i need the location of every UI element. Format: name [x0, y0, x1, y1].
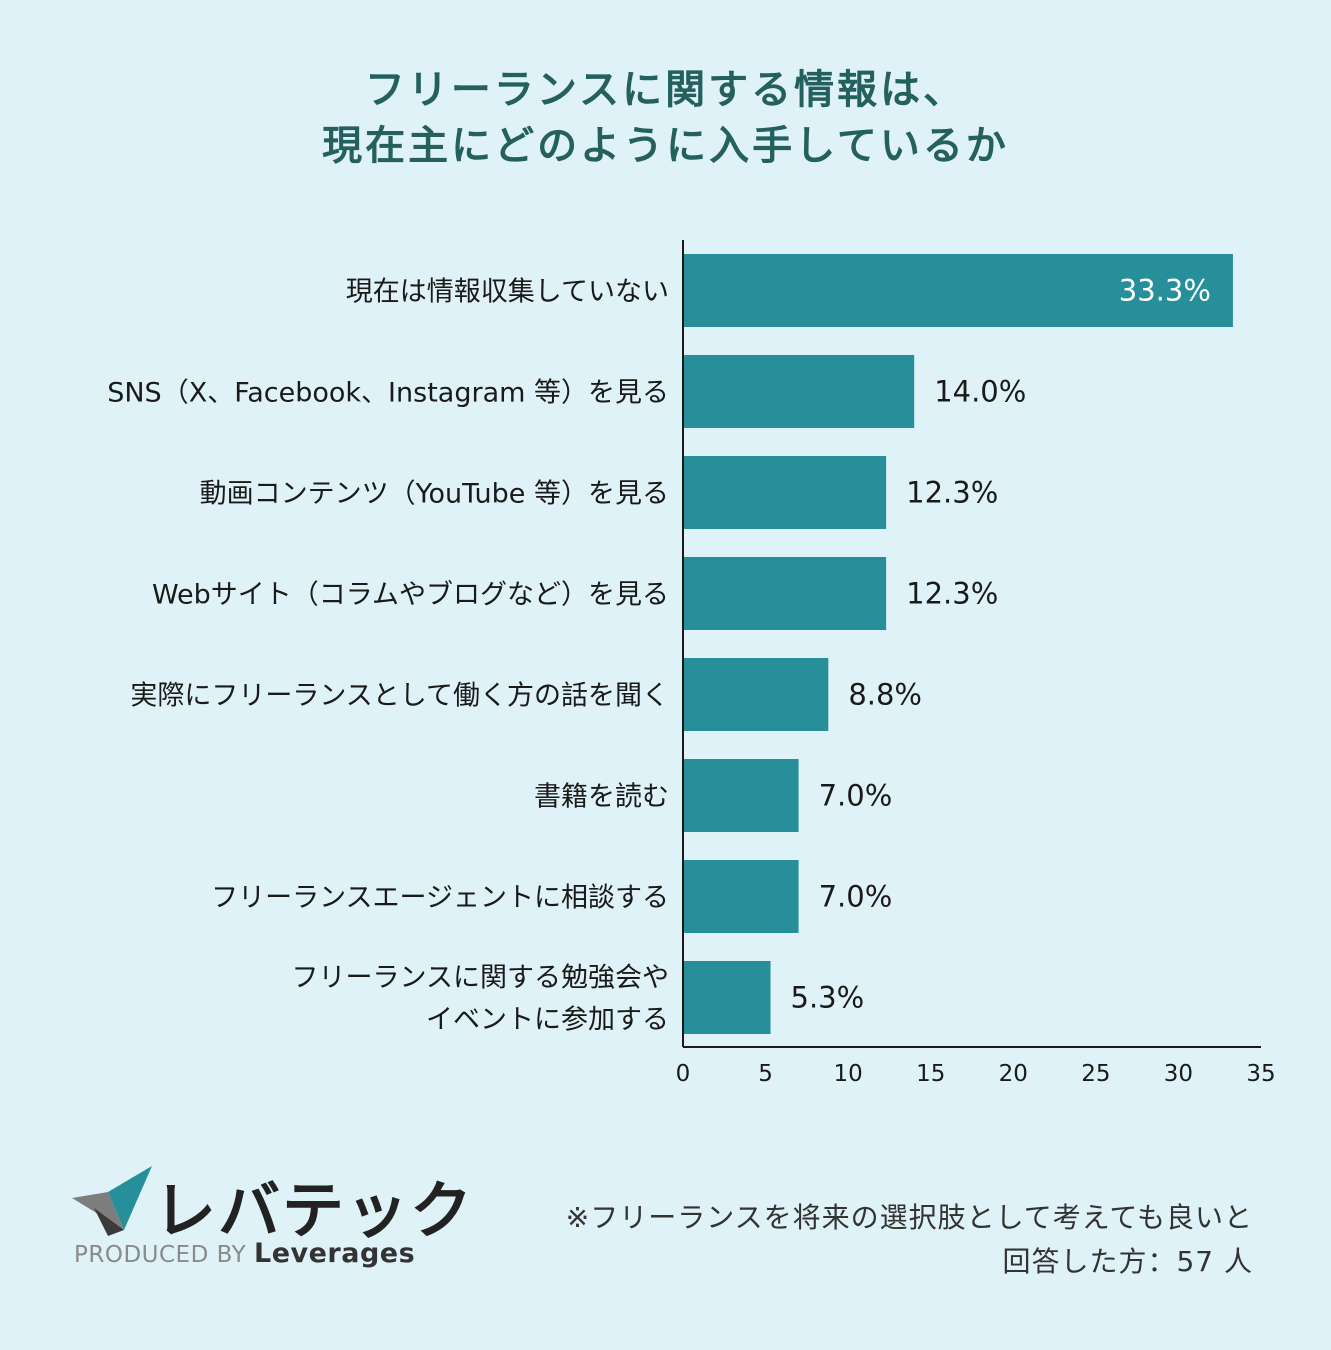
- x-tick-label-7: 35: [1246, 1061, 1275, 1087]
- value-label-5: 7.0%: [819, 779, 893, 813]
- value-label-6: 7.0%: [819, 880, 893, 914]
- footnote-line2: 回答した方：57 人: [1002, 1245, 1253, 1278]
- bar-6: [683, 860, 799, 933]
- bar-chart: 33.3% 現在は情報収集していない 14.0% SNS（X、Facebook、Ins…: [107, 240, 1276, 1087]
- category-label-0: 現在は情報収集していない: [346, 277, 669, 308]
- x-tick-label-5: 25: [1081, 1061, 1110, 1087]
- category-label-1: SNS（X、Facebook、Instagram 等）を見る: [107, 378, 669, 409]
- category-label-7-0: フリーランスに関する勉強会や: [292, 963, 669, 994]
- produced-by-brand: Leverages: [254, 1238, 416, 1269]
- logo-wordmark: レバテック: [154, 1174, 475, 1247]
- category-label-5: 書籍を読む: [534, 782, 669, 813]
- footnote-line1: ※フリーランスを将来の選択肢として考えても良いと: [565, 1201, 1253, 1234]
- category-label-6: フリーランスエージェントに相談する: [211, 883, 669, 914]
- check-mark-icon: [72, 1166, 152, 1236]
- chart-title-line1: フリーランスに関する情報は、: [364, 67, 967, 113]
- value-label-1: 14.0%: [934, 375, 1026, 409]
- value-label-3: 12.3%: [906, 577, 998, 611]
- produced-by: PRODUCED BY Leverages: [74, 1238, 415, 1269]
- leverages-logo: レバテック PRODUCED BY Leverages: [72, 1160, 472, 1280]
- x-tick-label-4: 20: [999, 1061, 1028, 1087]
- bar-7: [683, 961, 771, 1034]
- x-tick-label-0: 0: [676, 1061, 691, 1087]
- value-label-4: 8.8%: [848, 678, 922, 712]
- x-tick-label-1: 5: [758, 1061, 773, 1087]
- x-tick-label-6: 30: [1164, 1061, 1193, 1087]
- bar-2: [683, 456, 887, 529]
- value-label-0: 33.3%: [1119, 274, 1211, 308]
- value-label-2: 12.3%: [906, 476, 998, 510]
- bar-3: [683, 557, 887, 630]
- bar-5: [683, 759, 799, 832]
- bar-4: [683, 658, 829, 731]
- chart-title-line2: 現在主にどのように入手しているか: [322, 123, 1009, 169]
- value-label-7: 5.3%: [791, 981, 865, 1015]
- category-label-3: Webサイト（コラムやブログなど）を見る: [152, 580, 669, 611]
- category-label-7-1: イベントに参加する: [426, 1005, 669, 1036]
- chart-title: フリーランスに関する情報は、 現在主にどのように入手しているか: [0, 62, 1331, 174]
- x-tick-label-2: 10: [834, 1061, 863, 1087]
- footnote: ※フリーランスを将来の選択肢として考えても良いと 回答した方：57 人: [566, 1196, 1253, 1284]
- produced-by-label: PRODUCED BY: [74, 1242, 247, 1268]
- category-label-4: 実際にフリーランスとして働く方の話を聞く: [130, 681, 669, 712]
- x-tick-label-3: 15: [916, 1061, 945, 1087]
- bar-0: [683, 254, 1233, 327]
- category-label-2: 動画コンテンツ（YouTube 等）を見る: [200, 479, 669, 510]
- bar-1: [683, 355, 915, 428]
